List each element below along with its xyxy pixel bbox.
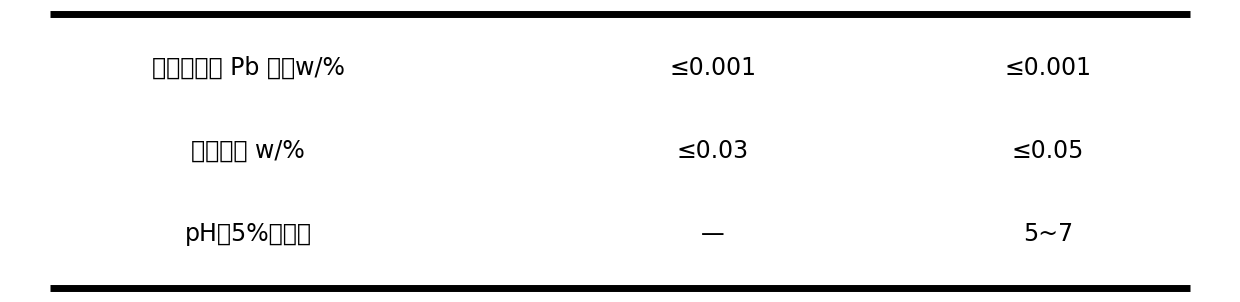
Text: pH（5%溶液）: pH（5%溶液）: [185, 222, 311, 246]
Text: ≤0.05: ≤0.05: [1012, 139, 1084, 163]
Text: ≤0.001: ≤0.001: [1004, 56, 1091, 80]
Text: 水不溶物 w/%: 水不溶物 w/%: [191, 139, 305, 163]
Text: —: —: [701, 222, 725, 246]
Text: 5~7: 5~7: [1023, 222, 1073, 246]
Text: 重金属（以 Pb 计）w/%: 重金属（以 Pb 计）w/%: [151, 56, 345, 80]
Text: ≤0.001: ≤0.001: [670, 56, 756, 80]
Text: ≤0.03: ≤0.03: [677, 139, 749, 163]
